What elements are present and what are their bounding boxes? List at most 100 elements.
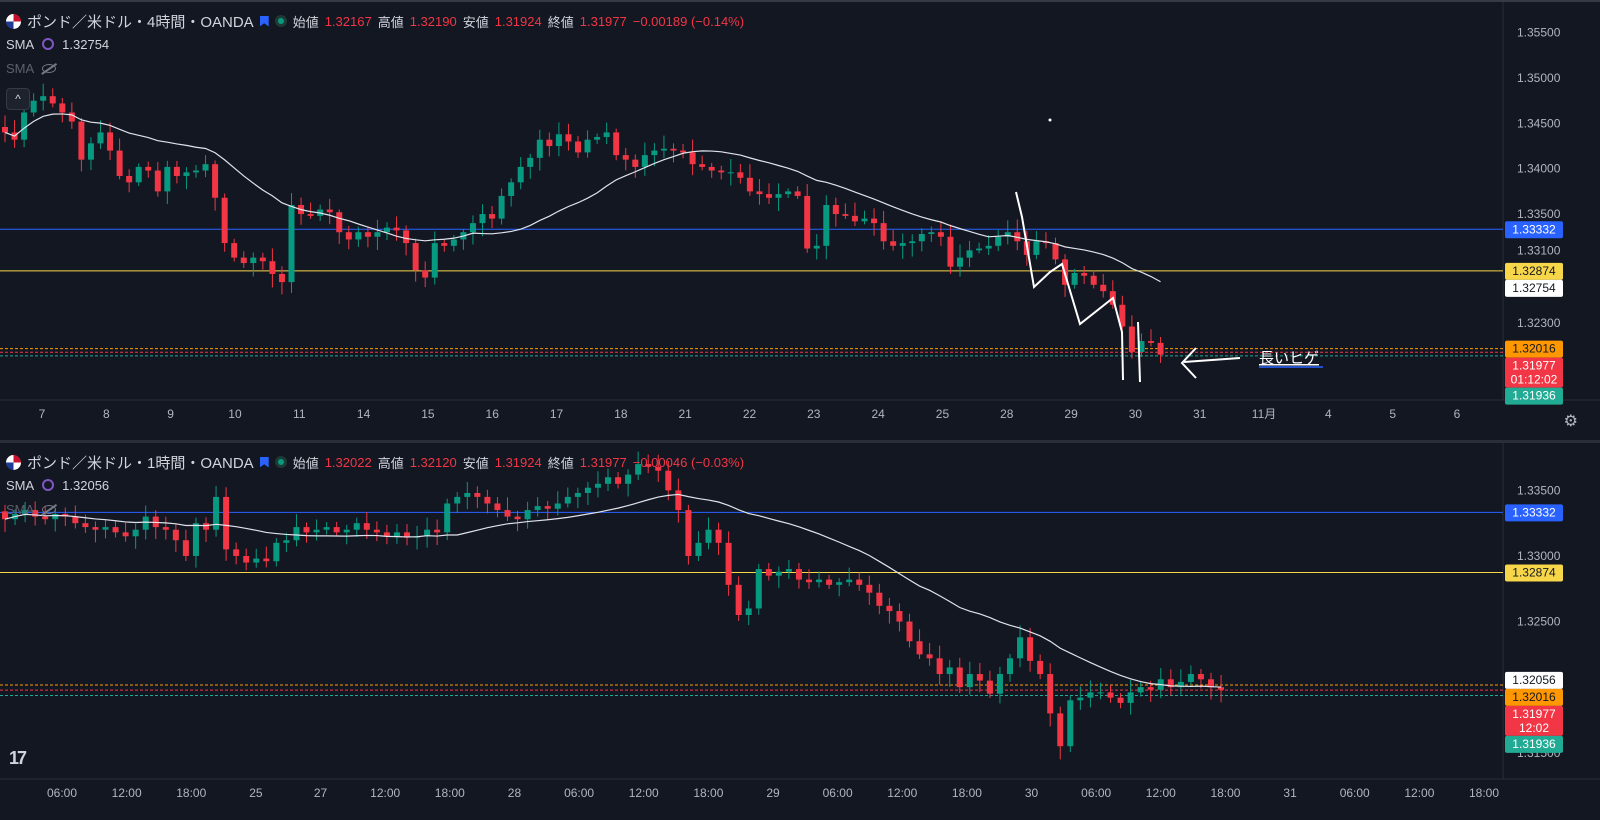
x-tick-label: 28: [1000, 407, 1014, 421]
x-tick-label: 24: [871, 407, 885, 421]
hidden-eye-icon[interactable]: [42, 63, 57, 73]
candle-body: [876, 592, 883, 606]
hidden-eye-icon[interactable]: [42, 504, 57, 514]
candle-body: [594, 483, 601, 488]
candle-body: [645, 464, 652, 467]
indicator-sma-2[interactable]: SMA: [6, 497, 744, 521]
sma-settings-icon[interactable]: [42, 38, 55, 50]
candle-body: [928, 232, 935, 235]
candle-body: [373, 529, 380, 533]
x-tick-label: 6: [1454, 407, 1461, 421]
candle-body: [1057, 713, 1064, 747]
gbpusd-flag-icon: [6, 13, 21, 29]
candle-body: [985, 245, 992, 249]
market-status-icon[interactable]: [274, 15, 287, 27]
candle-body: [896, 611, 903, 622]
candle-body: [584, 487, 591, 493]
x-tick-label: 15: [421, 407, 435, 421]
candle-body: [489, 214, 496, 219]
candle-body: [594, 136, 601, 140]
x-tick-label: 10: [228, 407, 242, 421]
candle-body: [655, 466, 662, 471]
candle-body: [725, 542, 732, 585]
drawing-dot: [1048, 118, 1052, 122]
candle-body: [454, 496, 461, 504]
indicator-sma-1[interactable]: SMA 1.32056: [6, 473, 744, 497]
candle-body: [278, 273, 285, 283]
indicator-sma-1[interactable]: SMA 1.32754: [6, 32, 744, 56]
candle-body: [794, 191, 801, 196]
x-tick-label: 12:00: [887, 786, 917, 800]
price-tag-label: 1.31977: [1512, 359, 1556, 373]
low-key: 安値: [462, 14, 489, 30]
candle-body: [164, 166, 171, 192]
candle-body: [956, 667, 963, 688]
candle-body: [976, 248, 983, 251]
bookmark-icon[interactable]: [259, 15, 269, 27]
symbol-title[interactable]: ポンド／米ドル・4時間・OANDA: [27, 13, 254, 31]
arrow-head-icon: [1180, 347, 1197, 379]
y-tick-label: 1.33100: [1517, 243, 1561, 257]
candle-body: [1100, 284, 1107, 292]
candle-body: [82, 523, 89, 528]
x-tick-label: 06:00: [47, 786, 77, 800]
market-status-icon[interactable]: [274, 456, 287, 468]
change-value: −0.00046 (−0.03%): [632, 454, 745, 470]
y-tick-label: 1.32300: [1517, 316, 1561, 330]
indicator-name: SMA: [6, 477, 35, 493]
close-key: 終値: [547, 455, 574, 471]
x-tick-label: 27: [314, 786, 328, 800]
candle-body: [116, 150, 123, 176]
chart-pane-1h[interactable]: 1.335001.330001.325001.320001.3150006:00…: [0, 440, 1600, 820]
candle-body: [823, 205, 830, 246]
gear-icon[interactable]: ⚙: [1563, 413, 1578, 430]
price-tag: [1505, 504, 1563, 522]
candle-body: [918, 234, 925, 242]
candle-body: [172, 529, 179, 541]
candle-body: [1157, 342, 1164, 355]
price-tag-label: 1.31936: [1512, 737, 1556, 751]
candle-body: [479, 214, 486, 224]
candle-body: [775, 571, 782, 576]
candle-body: [283, 540, 290, 543]
y-tick-label: 1.34500: [1517, 116, 1561, 130]
candle-body: [403, 230, 410, 244]
x-tick-label: 25: [249, 786, 263, 800]
candle-body: [30, 100, 37, 113]
candle-body: [504, 510, 511, 517]
candle-body: [909, 241, 916, 244]
x-tick-label: 12:00: [1146, 786, 1176, 800]
x-tick-label: 31: [1283, 786, 1297, 800]
candlestick-chart-1h[interactable]: 1.335001.330001.325001.320001.3150006:00…: [0, 443, 1600, 820]
candle-body: [886, 605, 893, 612]
symbol-title[interactable]: ポンド／米ドル・1時間・OANDA: [27, 454, 254, 472]
chart-pane-4h[interactable]: 1.35500 1.35000 1.34500 1.34000 1.33500 1.331…: [0, 0, 1600, 440]
candle-body: [221, 197, 228, 244]
candle-body: [718, 170, 725, 173]
x-tick-label: 14: [357, 407, 371, 421]
candle-body: [343, 529, 350, 533]
candle-body: [899, 243, 906, 246]
candle-body: [966, 250, 973, 258]
y-tick-label: 1.34000: [1517, 162, 1561, 176]
candle-body: [1107, 692, 1114, 698]
candle-body: [1090, 275, 1097, 285]
sma-settings-icon[interactable]: [42, 479, 55, 491]
low-key: 安値: [462, 455, 489, 471]
price-tag-countdown: 12:02: [1519, 721, 1549, 735]
bookmark-icon[interactable]: [259, 456, 269, 468]
collapse-legend-button[interactable]: ^: [6, 88, 30, 110]
price-tag: [1505, 564, 1563, 582]
candle-body: [564, 496, 571, 504]
hand-drawn-stroke: [1137, 321, 1141, 383]
candle-body: [1017, 637, 1024, 659]
x-tick-label: 9: [167, 407, 174, 421]
candle-body: [715, 529, 722, 543]
candle-body: [494, 503, 501, 511]
candlestick-chart-4h[interactable]: 1.35500 1.35000 1.34500 1.34000 1.33500 1.331…: [0, 2, 1600, 440]
arrow-shaft: [1183, 357, 1241, 363]
x-tick-label: 12:00: [1404, 786, 1434, 800]
indicator-sma-2[interactable]: SMA: [6, 56, 744, 80]
tradingview-logo[interactable]: 17: [9, 748, 27, 768]
x-tick-label: 23: [807, 407, 821, 421]
